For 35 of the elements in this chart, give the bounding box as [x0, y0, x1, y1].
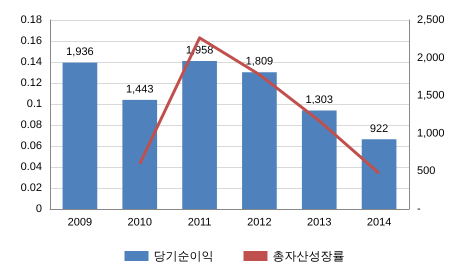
data-label: 1,443	[126, 83, 154, 96]
bar	[362, 139, 396, 209]
data-label: 922	[370, 122, 388, 135]
data-label: 1,809	[246, 56, 274, 68]
y-tick-label: 0.12	[20, 77, 42, 89]
y2-tick-label: 2,000	[417, 52, 445, 64]
y-tick-label: 0.16	[20, 35, 42, 47]
y-tick-label: 0.1	[26, 98, 42, 110]
bar	[62, 62, 98, 209]
y-tick-label: 0.04	[20, 161, 42, 173]
y2-tick-label: 1,000	[417, 127, 445, 140]
x-tick-label: 2013	[307, 216, 332, 228]
y-tick-label: 0.02	[20, 182, 42, 194]
legend-label: 당기순이익	[154, 249, 214, 263]
legend-label: 총자산성장률	[272, 249, 344, 263]
x-tick-label: 2012	[247, 216, 272, 228]
y-tick-label: 0.06	[20, 140, 42, 152]
x-tick-label: 2009	[68, 216, 92, 228]
x-tick-label: 2011	[188, 216, 212, 228]
bar	[182, 60, 217, 209]
y-tick-label: 0.08	[20, 119, 42, 131]
bar	[242, 72, 277, 209]
y-tick-label: 0	[36, 203, 42, 215]
y2-tick-label: -	[417, 203, 421, 215]
x-tick-label: 2010	[128, 216, 152, 228]
y2-tick-label: 2,500	[417, 14, 445, 26]
y2-tick-label: 500	[417, 165, 436, 178]
data-label: 1,936	[66, 46, 94, 58]
y-tick-label: 0.18	[20, 14, 42, 26]
y-tick-label: 0.14	[20, 56, 42, 68]
bar	[122, 100, 158, 209]
x-tick-label: 2014	[366, 216, 392, 228]
data-label: 1,303	[305, 94, 334, 106]
bar	[302, 110, 337, 209]
y2-tick-label: 1,500	[417, 90, 445, 102]
